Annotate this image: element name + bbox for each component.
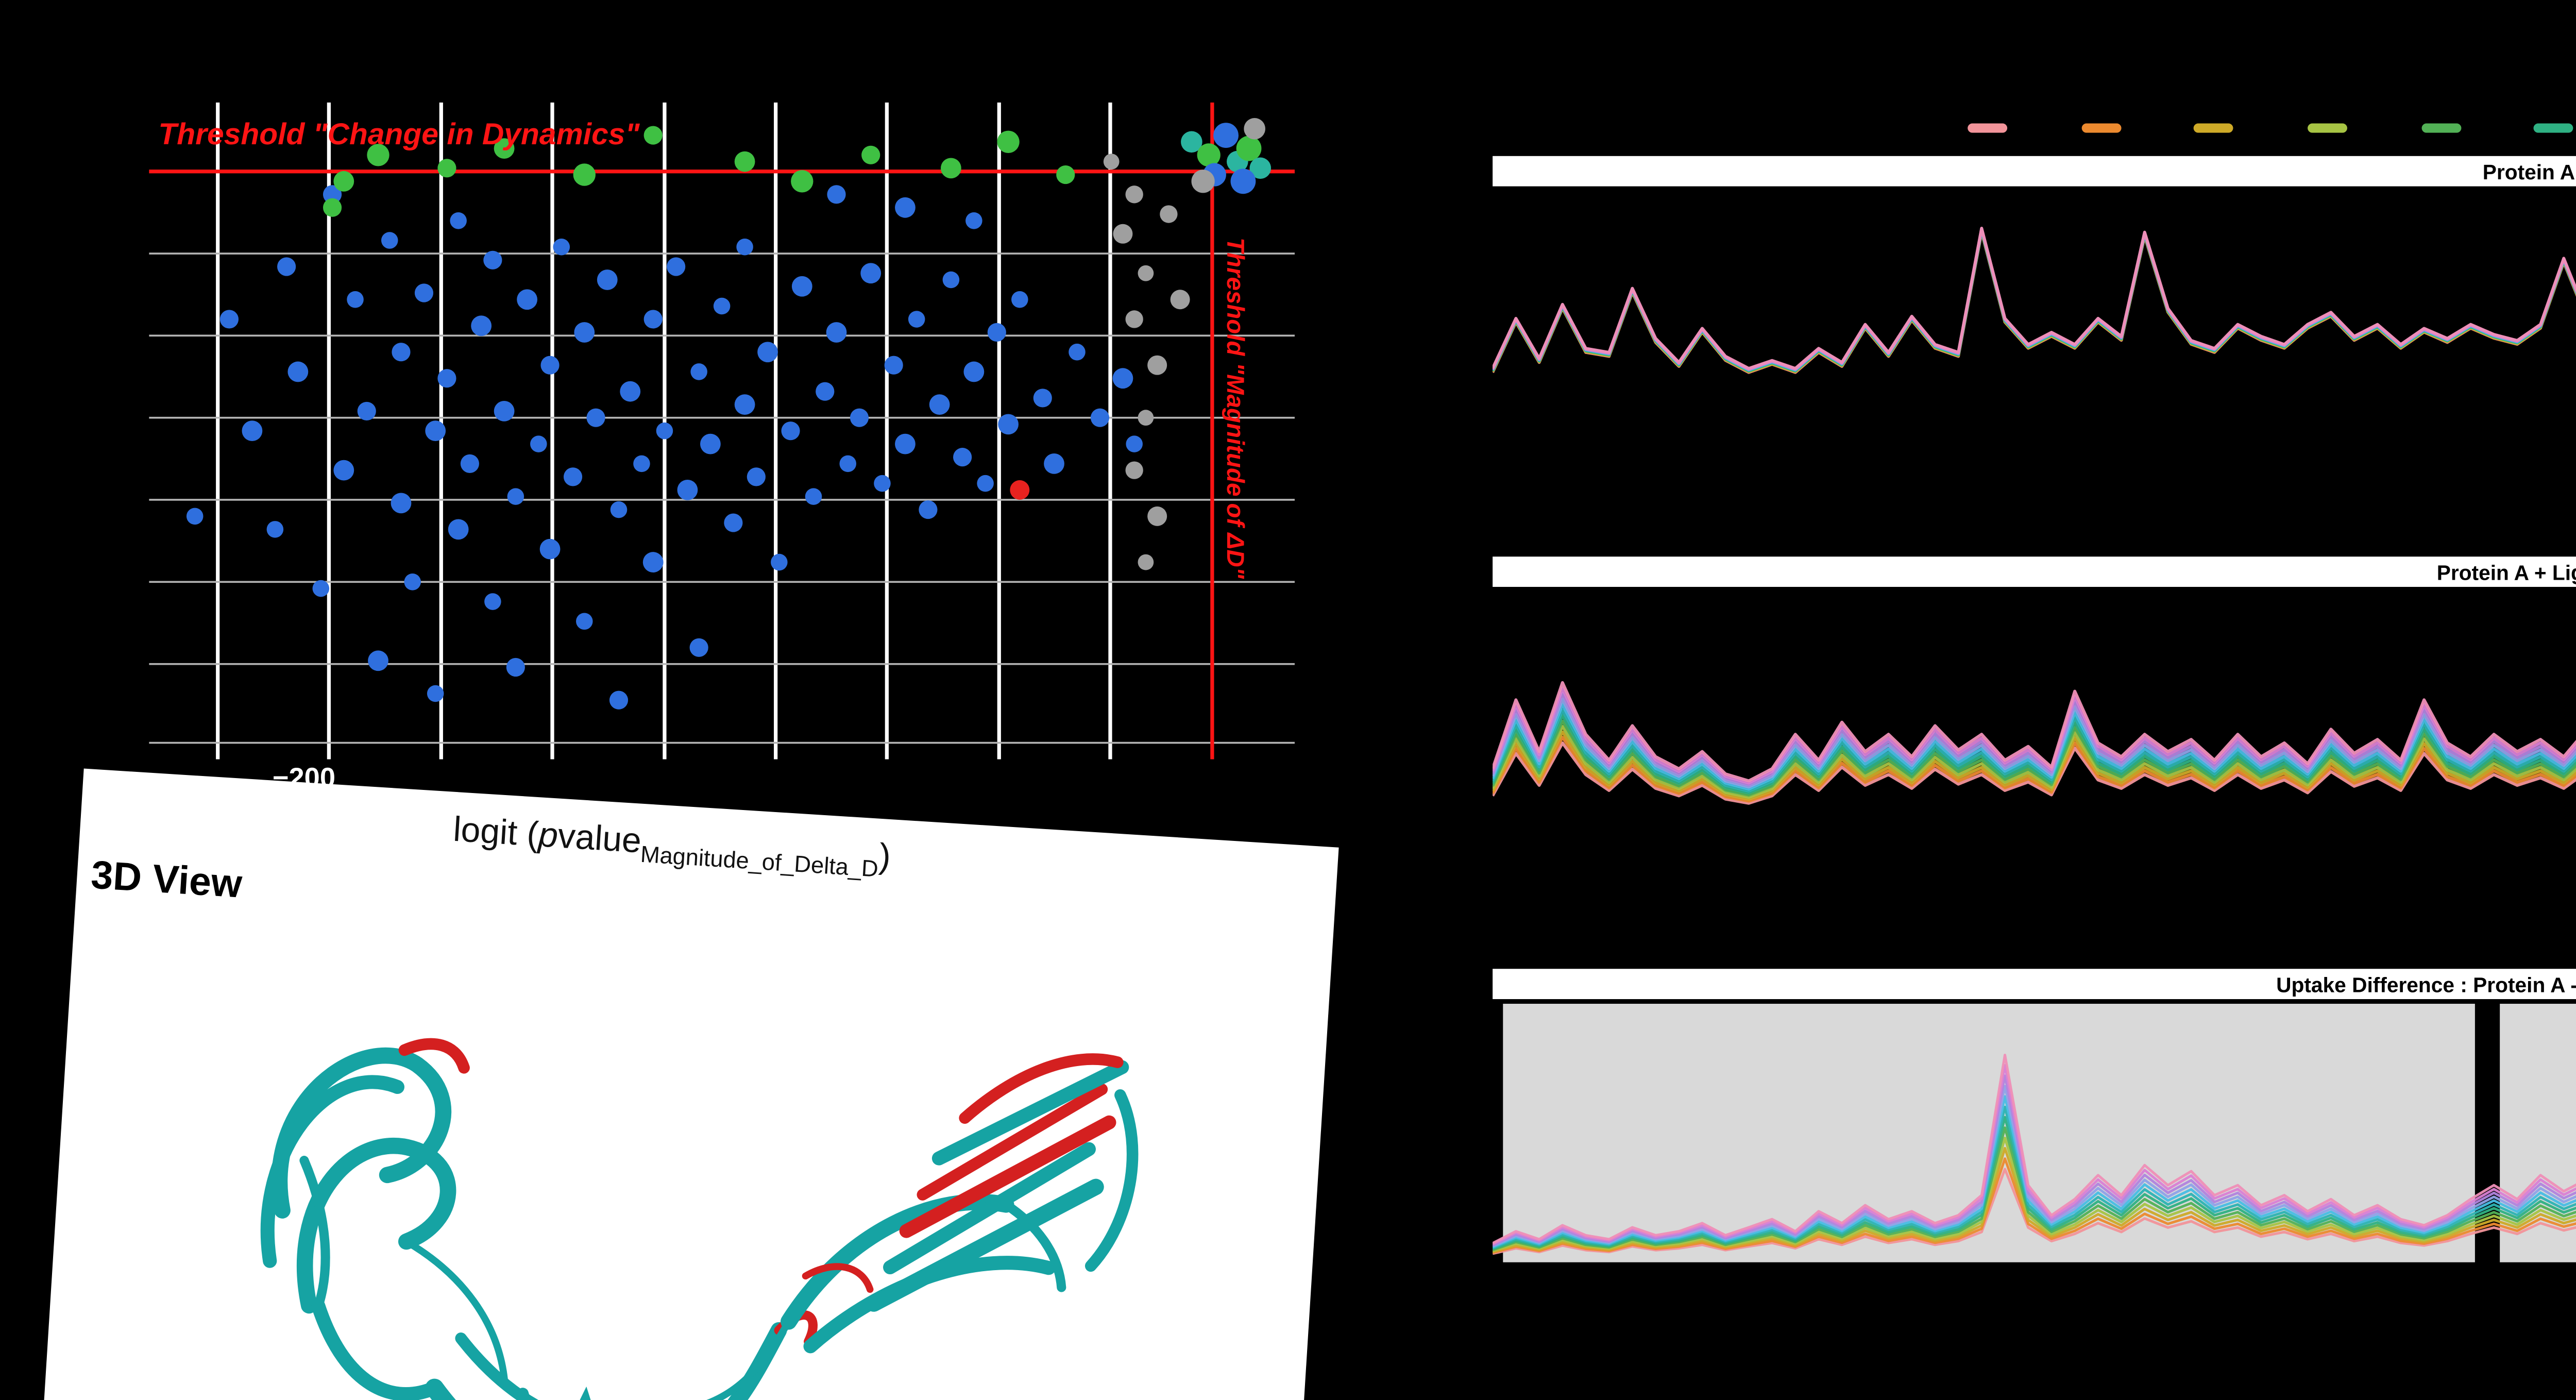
threshold-magnitude-label: Threshold "Magnitude of ΔD" (1220, 238, 1248, 579)
significance-region (1503, 1004, 2475, 1262)
uptake-line (1493, 230, 2576, 374)
ribbon-segment (517, 1386, 656, 1400)
legend-swatch (2194, 123, 2234, 133)
ribbon-segment (899, 1115, 1116, 1238)
uptake-line (1493, 229, 2576, 373)
ribbon-segment (299, 1156, 330, 1311)
peptides-top-right-cluster (1181, 118, 1272, 194)
uptake-line (1493, 226, 2576, 370)
ribbon-segment (917, 1083, 1108, 1201)
ribbon-segment (959, 1053, 1124, 1124)
x-label-value: value (556, 817, 643, 862)
3d-view-title: 3D View (90, 853, 244, 907)
uptake-line (1493, 229, 2576, 373)
ribbon-segment (260, 1075, 404, 1268)
peptides-significant-dynamics (323, 126, 1075, 217)
uptake-line (1493, 230, 2576, 373)
uptake-line (1493, 1136, 2576, 1252)
volcano-plot[interactable]: Threshold "Change in Dynamics" Threshold… (149, 102, 1295, 760)
uptake-line (1493, 227, 2576, 371)
ribbon-segment (866, 1178, 1104, 1312)
uptake-line (1493, 1074, 2576, 1246)
ribbon-segment (311, 1299, 442, 1400)
uptake-chart-protein-a-ligand[interactable] (1493, 587, 2576, 955)
uptake-line (1493, 1105, 2576, 1250)
legend-swatch (2307, 123, 2347, 133)
peptides-no-significant-change (186, 185, 1143, 710)
uptake-line (1493, 1085, 2576, 1247)
uptake-line (1493, 714, 2576, 795)
panel-title-text: Protein A + Ligand (2436, 560, 2576, 584)
uptake-line (1493, 681, 2576, 783)
panel-title-protein-a-ligand: Protein A + Ligand (1493, 556, 2576, 587)
structure-card: logit (pvalueMagnitude_of_Delta_D) 3D Vi… (40, 768, 1339, 1400)
uptake-difference-chart[interactable] (1493, 999, 2576, 1276)
ribbon-segment (931, 1060, 1129, 1166)
legend-swatch (2080, 123, 2121, 133)
panel-title-text: Protein A (2482, 159, 2575, 183)
uptake-line (1493, 692, 2576, 787)
x-label-p: p (537, 816, 560, 857)
uptake-line (1493, 1095, 2576, 1249)
uptake-line (1493, 1157, 2576, 1254)
ribbon-segment (398, 1038, 470, 1074)
uptake-line (1493, 228, 2576, 372)
uptake-line (1493, 719, 2576, 797)
legend-swatch (2420, 123, 2461, 133)
uptake-line (1493, 229, 2576, 373)
uptake-line (1493, 1116, 2576, 1251)
uptake-line (1493, 227, 2576, 372)
ribbon-segment (883, 1142, 1096, 1275)
ribbon-segment (802, 1263, 874, 1293)
uptake-line (1493, 1053, 2576, 1244)
volcano-x-tick: −200 (272, 761, 335, 795)
ribbon-segment (1001, 1200, 1066, 1292)
uptake-line (1493, 709, 2576, 793)
uptake-line (1493, 724, 2576, 799)
uptake-line (1493, 686, 2576, 785)
ribbon-segment (425, 1378, 673, 1400)
panel-title-protein-a: Protein A (1493, 156, 2576, 187)
uptake-chart-protein-a[interactable] (1493, 187, 2576, 554)
uptake-line (1493, 730, 2576, 801)
peptides-filtered (1103, 154, 1190, 570)
uptake-line (1493, 230, 2576, 374)
panel-title-text: Uptake Difference : Protein A - (Protein… (2276, 972, 2576, 996)
uptake-line (1493, 1146, 2576, 1253)
panel-title-uptake-difference: Uptake Difference : Protein A - (Protein… (1493, 969, 2576, 999)
volcano-x-axis-label: logit (pvalueMagnitude_of_Delta_D) (452, 811, 892, 885)
ribbon-segment (455, 1332, 696, 1400)
volcano-plot-canvas[interactable] (149, 102, 1295, 760)
uptake-line (1493, 1126, 2576, 1252)
ribbon-segment (780, 1193, 1014, 1330)
legend-swatch (2534, 123, 2573, 133)
legend-swatch (1968, 123, 2008, 133)
ribbon-segment (1084, 1089, 1139, 1272)
protein-structure-viewer[interactable] (168, 930, 1201, 1400)
timepoint-legend (1968, 123, 2576, 133)
uptake-line (1493, 1168, 2576, 1255)
x-label-suffix: ) (877, 837, 892, 878)
peptides-significant-both (1010, 480, 1030, 500)
uptake-line (1493, 228, 2576, 372)
uptake-line (1493, 697, 2576, 789)
ribbon-segment (686, 1318, 792, 1400)
x-label-subscript: Magnitude_of_Delta_D (639, 843, 879, 884)
ribbon-segment (296, 1138, 456, 1314)
threshold-dynamics-label: Threshold "Change in Dynamics" (158, 116, 640, 151)
uptake-line (1493, 736, 2576, 803)
uptake-line (1493, 227, 2576, 370)
ribbon-segment (271, 1047, 452, 1219)
uptake-line (1493, 703, 2576, 791)
uptake-line (1493, 1064, 2576, 1245)
uptake-line (1493, 741, 2576, 805)
ribbon-segment (403, 1238, 509, 1387)
x-label-prefix: logit ( (452, 811, 540, 856)
